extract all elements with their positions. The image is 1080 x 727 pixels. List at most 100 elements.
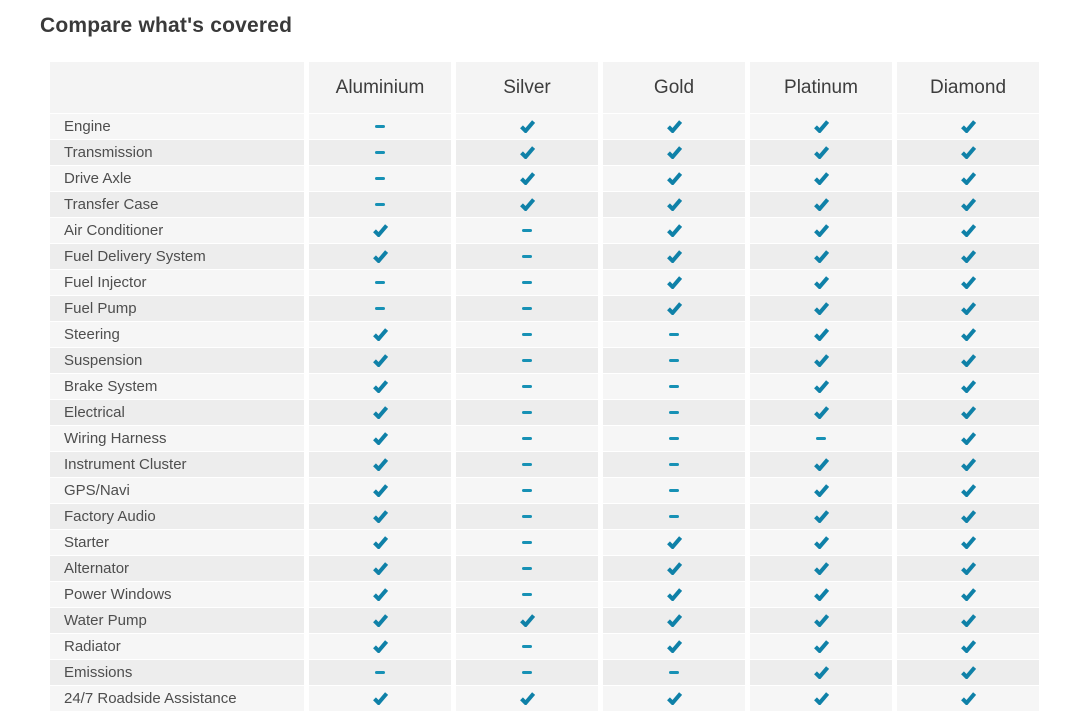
coverage-cell — [456, 582, 598, 607]
check-icon — [897, 354, 1039, 367]
coverage-cell — [750, 114, 892, 139]
coverage-cell — [603, 608, 745, 633]
coverage-cell — [456, 634, 598, 659]
coverage-cell — [603, 504, 745, 529]
table-row: Fuel Injector — [50, 270, 1039, 295]
coverage-cell — [309, 374, 451, 399]
feature-label: Radiator — [50, 634, 304, 659]
dash-icon — [669, 463, 679, 466]
table-row: Air Conditioner — [50, 218, 1039, 243]
table-row: Radiator — [50, 634, 1039, 659]
coverage-cell — [456, 530, 598, 555]
dash-icon — [375, 281, 385, 284]
table-row: Transmission — [50, 140, 1039, 165]
coverage-cell — [309, 686, 451, 711]
check-icon — [603, 588, 745, 601]
coverage-cell — [603, 452, 745, 477]
coverage-cell — [750, 322, 892, 347]
coverage-cell — [456, 556, 598, 581]
check-icon — [750, 380, 892, 393]
dash-icon — [522, 359, 532, 362]
feature-label: Emissions — [50, 660, 304, 685]
coverage-cell — [456, 374, 598, 399]
coverage-cell — [897, 400, 1039, 425]
table-row: Factory Audio — [50, 504, 1039, 529]
feature-label: Alternator — [50, 556, 304, 581]
coverage-cell — [603, 530, 745, 555]
check-icon — [456, 120, 598, 133]
coverage-cell — [750, 426, 892, 451]
check-icon — [750, 536, 892, 549]
table-row: Water Pump — [50, 608, 1039, 633]
check-icon — [750, 354, 892, 367]
coverage-cell — [897, 478, 1039, 503]
table-row: Instrument Cluster — [50, 452, 1039, 477]
check-icon — [897, 588, 1039, 601]
table-row: 24/7 Roadside Assistance — [50, 686, 1039, 711]
column-header-gold: Gold — [603, 62, 745, 113]
coverage-cell — [309, 166, 451, 191]
check-icon — [897, 224, 1039, 237]
dash-icon — [522, 307, 532, 310]
coverage-cell — [897, 322, 1039, 347]
coverage-cell — [456, 348, 598, 373]
coverage-cell — [456, 426, 598, 451]
coverage-cell — [309, 556, 451, 581]
coverage-cell — [750, 556, 892, 581]
check-icon — [750, 328, 892, 341]
check-icon — [897, 380, 1039, 393]
feature-label: Wiring Harness — [50, 426, 304, 451]
coverage-cell — [309, 140, 451, 165]
coverage-cell — [456, 660, 598, 685]
dash-icon — [669, 489, 679, 492]
table-row: Power Windows — [50, 582, 1039, 607]
feature-label: Fuel Pump — [50, 296, 304, 321]
check-icon — [750, 588, 892, 601]
check-icon — [603, 562, 745, 575]
dash-icon — [669, 515, 679, 518]
check-icon — [603, 302, 745, 315]
check-icon — [897, 302, 1039, 315]
dash-icon — [669, 411, 679, 414]
table-row: Wiring Harness — [50, 426, 1039, 451]
dash-icon — [816, 437, 826, 440]
check-icon — [309, 354, 451, 367]
coverage-cell — [456, 478, 598, 503]
check-icon — [750, 666, 892, 679]
check-icon — [750, 562, 892, 575]
coverage-cell — [750, 400, 892, 425]
check-icon — [897, 536, 1039, 549]
coverage-cell — [897, 582, 1039, 607]
coverage-cell — [309, 348, 451, 373]
check-icon — [897, 640, 1039, 653]
check-icon — [603, 692, 745, 705]
coverage-cell — [603, 556, 745, 581]
feature-label: Power Windows — [50, 582, 304, 607]
dash-icon — [669, 385, 679, 388]
check-icon — [309, 224, 451, 237]
check-icon — [897, 328, 1039, 341]
coverage-cell — [603, 192, 745, 217]
coverage-cell — [897, 140, 1039, 165]
feature-label: Factory Audio — [50, 504, 304, 529]
column-header-diamond: Diamond — [897, 62, 1039, 113]
column-header-platinum: Platinum — [750, 62, 892, 113]
dash-icon — [522, 411, 532, 414]
coverage-cell — [603, 140, 745, 165]
dash-icon — [522, 437, 532, 440]
check-icon — [897, 250, 1039, 263]
feature-label: 24/7 Roadside Assistance — [50, 686, 304, 711]
coverage-cell — [309, 478, 451, 503]
feature-label: Transfer Case — [50, 192, 304, 217]
coverage-cell — [309, 218, 451, 243]
check-icon — [603, 198, 745, 211]
check-icon — [456, 146, 598, 159]
feature-label: Water Pump — [50, 608, 304, 633]
coverage-cell — [897, 348, 1039, 373]
coverage-cell — [750, 166, 892, 191]
dash-icon — [522, 229, 532, 232]
coverage-cell — [309, 270, 451, 295]
table-row: Transfer Case — [50, 192, 1039, 217]
check-icon — [897, 146, 1039, 159]
check-icon — [750, 510, 892, 523]
